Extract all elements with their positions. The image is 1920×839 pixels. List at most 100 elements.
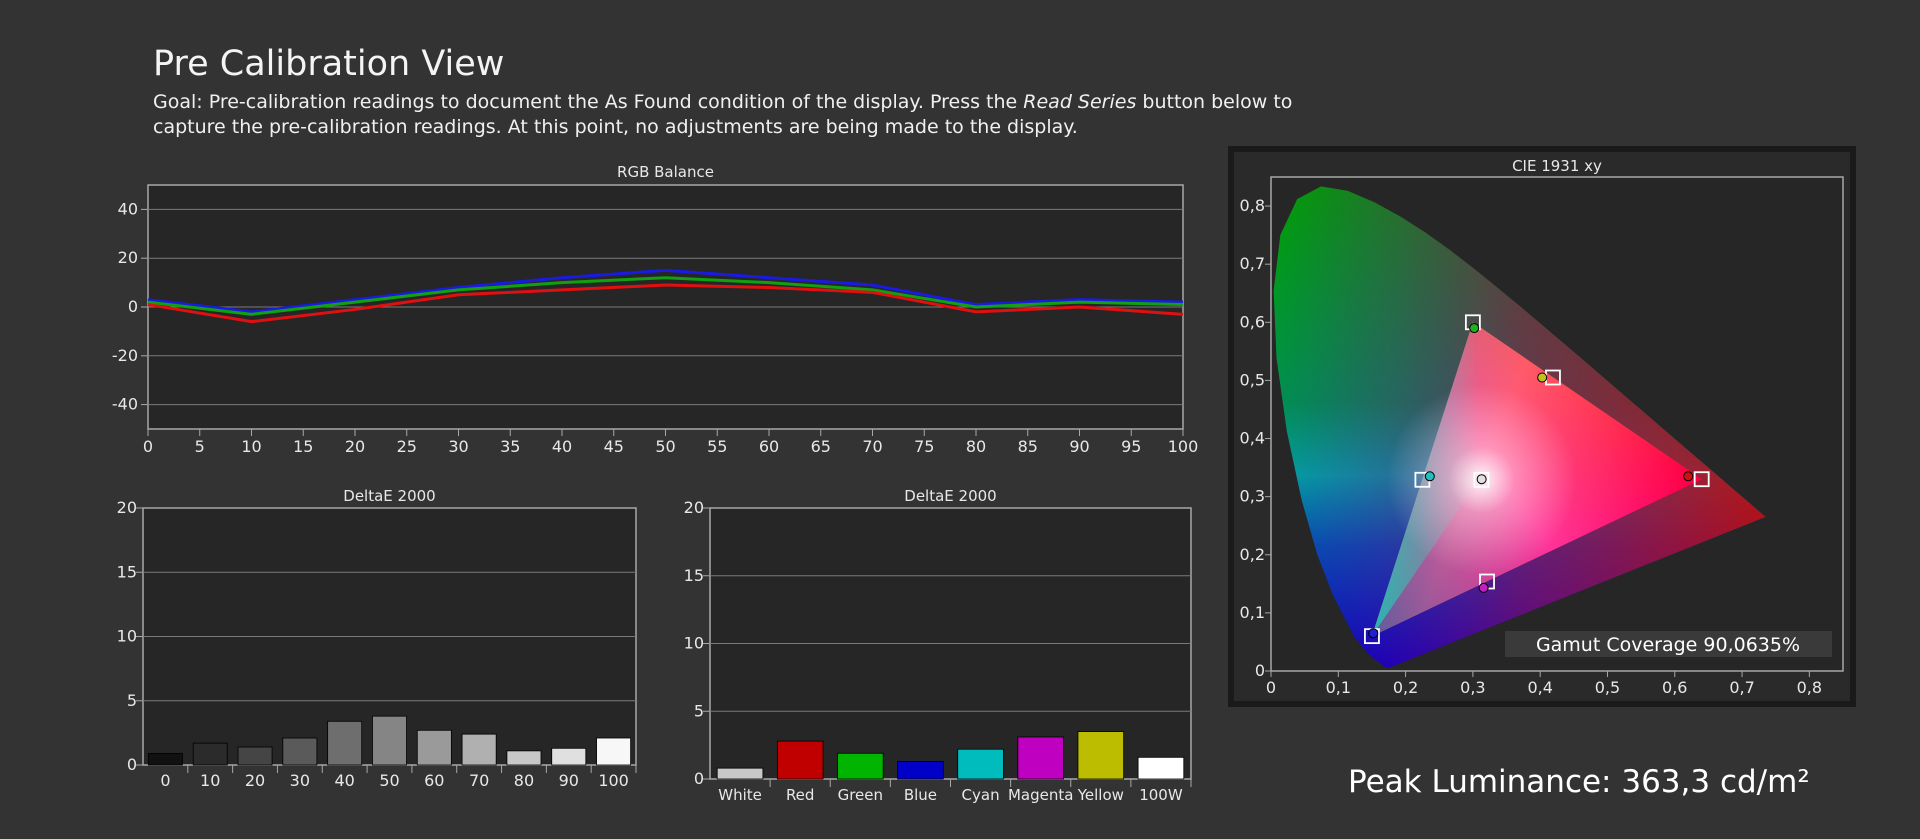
rgb-balance-xtick-label: 45 — [604, 437, 624, 456]
deltae-colors-bar-100w — [1137, 756, 1185, 780]
rgb-balance-chart: RGB Balance 40 20 0 -20 -40 0 5 10 15 20 25 30 35 40 45… — [112, 163, 1198, 456]
goal-text-1: Goal: Pre-calibration readings to docume… — [153, 91, 1024, 113]
rgb-balance-xtick-label: 60 — [759, 437, 779, 456]
deltae-grayscale-bar-50 — [372, 715, 407, 766]
rgb-balance-xtick-label: 55 — [707, 437, 727, 456]
deltae-grayscale-xtick-label: 0 — [160, 771, 170, 790]
deltae-grayscale-bar-20 — [237, 746, 273, 766]
deltae-colors-bar-white — [716, 767, 764, 780]
deltae-colors-ytick-label: 20 — [684, 498, 704, 517]
rgb-balance-series-2 — [147, 283, 1184, 324]
cie-measured-magenta — [1478, 582, 1489, 593]
rgb-balance-xtick-label: 5 — [195, 437, 205, 456]
rgb-balance-series-0 — [147, 268, 1184, 314]
goal-text-2: button below to capture the pre-calibrat… — [153, 91, 1293, 138]
cie-ytick-label: 0 — [1255, 661, 1265, 680]
rgb-balance-title: RGB Balance — [617, 163, 714, 181]
deltae-grayscale-bar-100 — [596, 737, 632, 766]
cie-ytick-label: 0,8 — [1240, 196, 1265, 215]
cie-ytick-label: 0,3 — [1240, 487, 1265, 506]
rgb-balance-xtick-label: 85 — [1018, 437, 1038, 456]
rgb-balance-ytick-label: 40 — [118, 199, 138, 218]
deltae-colors-ytick-label: 10 — [684, 634, 704, 653]
page-title: Pre Calibration View — [153, 44, 505, 84]
cie-xtick-label: 0,3 — [1460, 678, 1485, 697]
deltae-grayscale-xtick-label: 30 — [290, 771, 310, 790]
rgb-balance-xtick-label: 20 — [345, 437, 365, 456]
cie-measured-white — [1476, 474, 1487, 485]
rgb-balance-xtick-label: 80 — [966, 437, 986, 456]
deltae-grayscale-xtick-label: 70 — [469, 771, 489, 790]
rgb-balance-xtick-label: 30 — [448, 437, 468, 456]
rgb-balance-xtick-label: 90 — [1069, 437, 1089, 456]
deltae-colors-bar-green — [837, 752, 884, 780]
rgb-balance-ytick-label: 20 — [118, 248, 138, 267]
rgb-balance-xtick-label: 35 — [500, 437, 520, 456]
cie-measured-green — [1469, 323, 1480, 334]
cie-xtick-label: 0,4 — [1527, 678, 1552, 697]
deltae-colors-chart: DeltaE 2000 20 15 10 5 0 White Red Green Blue Cyan… — [684, 487, 1192, 804]
deltae-colors-ytick-label: 0 — [694, 769, 704, 788]
deltae-grayscale-xtick-label: 60 — [424, 771, 444, 790]
cie-title: CIE 1931 xy — [1512, 157, 1602, 175]
deltae-colors-xtick-label: 100W — [1139, 786, 1183, 804]
deltae-colors-bar-blue — [897, 760, 944, 780]
deltae-grayscale-bar-0 — [147, 753, 183, 766]
gamut-coverage-box — [1505, 631, 1832, 657]
cie-xtick-label: 0,5 — [1595, 678, 1620, 697]
deltae-grayscale-xtick-label: 80 — [514, 771, 534, 790]
cie-ytick-label: 0,6 — [1240, 312, 1265, 331]
deltae-colors-xtick-label: White — [718, 786, 762, 804]
cie-ytick-label: 0,2 — [1240, 545, 1265, 564]
deltae-colors-bar-red — [776, 740, 824, 780]
rgb-balance-xtick-label: 25 — [397, 437, 417, 456]
deltae-grayscale-title: DeltaE 2000 — [343, 487, 435, 505]
deltae-grayscale-bar-40 — [327, 720, 363, 766]
rgb-balance-xtick-label: 50 — [655, 437, 675, 456]
deltae-grayscale-xtick-label: 90 — [559, 771, 579, 790]
deltae-grayscale-xtick-label: 10 — [200, 771, 220, 790]
deltae-colors-xtick-label: Blue — [904, 786, 937, 804]
deltae-colors-xtick-label: Magenta — [1008, 786, 1073, 804]
gamut-coverage-label: Gamut Coverage 90,0635% — [1536, 634, 1800, 656]
rgb-balance-xtick-label: 65 — [811, 437, 831, 456]
cie-measured-yellow — [1537, 372, 1548, 383]
deltae-colors-xtick-label: Red — [786, 786, 815, 804]
cie-ytick-label: 0,5 — [1240, 370, 1265, 389]
deltae-colors-ytick-label: 15 — [684, 566, 704, 585]
rgb-balance-xtick-label: 0 — [143, 437, 153, 456]
cie-chart: CIE 1931 xy 0 0,1 0,2 0,3 0,4 0,5 0,6 0,7 0,8 0,8 0… — [1228, 146, 1856, 707]
cie-ytick-label: 0,7 — [1240, 254, 1265, 273]
deltae-colors-xtick-label: Cyan — [962, 786, 1000, 804]
rgb-balance-series-1 — [147, 276, 1184, 316]
deltae-colors-ytick-label: 5 — [694, 701, 704, 720]
deltae-grayscale-xtick-label: 20 — [245, 771, 265, 790]
rgb-balance-ytick-label: -40 — [112, 395, 138, 414]
goal-read-series: Read Series — [1023, 91, 1137, 113]
deltae-grayscale-bar-80 — [506, 750, 542, 766]
peak-luminance: Peak Luminance: 363,3 cd/m² — [1348, 764, 1810, 800]
goal-description: Goal: Pre-calibration readings to docume… — [153, 90, 1333, 140]
deltae-colors-xtick-label: Yellow — [1077, 786, 1124, 804]
deltae-grayscale-ytick-label: 5 — [127, 691, 137, 710]
cie-target-red — [1693, 471, 1710, 488]
deltae-grayscale-xtick-label: 50 — [379, 771, 399, 790]
deltae-grayscale-ytick-label: 20 — [117, 498, 137, 517]
cie-xtick-label: 0 — [1266, 678, 1276, 697]
cie-measured-cyan — [1424, 471, 1435, 482]
deltae-colors-bar-yellow — [1077, 731, 1125, 780]
cie-xtick-label: 0,7 — [1729, 678, 1754, 697]
rgb-balance-xtick-label: 100 — [1168, 437, 1199, 456]
deltae-grayscale-ytick-label: 15 — [117, 562, 137, 581]
deltae-grayscale-bar-30 — [282, 737, 318, 766]
deltae-colors-title: DeltaE 2000 — [904, 487, 996, 505]
deltae-grayscale-xtick-label: 40 — [335, 771, 355, 790]
deltae-grayscale-bar-90 — [551, 747, 587, 766]
rgb-balance-xtick-label: 95 — [1121, 437, 1141, 456]
deltae-grayscale-ytick-label: 0 — [127, 755, 137, 774]
cie-measured-red — [1683, 471, 1694, 482]
cie-xtick-label: 0,1 — [1326, 678, 1351, 697]
rgb-balance-xtick-label: 70 — [862, 437, 882, 456]
